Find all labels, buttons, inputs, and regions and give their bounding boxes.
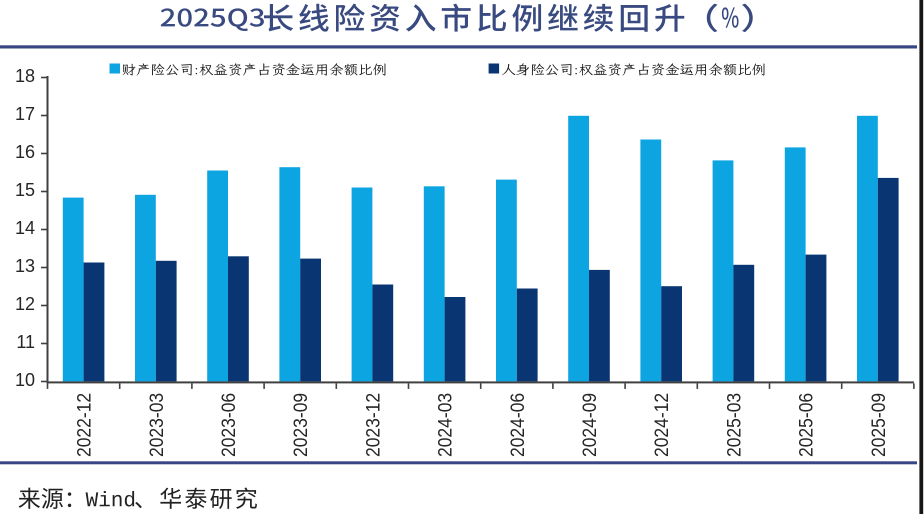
svg-text:13: 13 (15, 256, 35, 276)
svg-text:2023-03: 2023-03 (145, 393, 167, 457)
svg-text:12: 12 (15, 294, 35, 314)
svg-text:2024-03: 2024-03 (434, 393, 456, 457)
svg-text:2024-09: 2024-09 (578, 393, 600, 457)
svg-text:2022-12: 2022-12 (73, 393, 95, 457)
svg-text:14: 14 (15, 218, 35, 238)
svg-text:16: 16 (15, 142, 35, 162)
svg-text:2025-06: 2025-06 (795, 393, 817, 457)
svg-text:2025-03: 2025-03 (723, 393, 745, 457)
svg-text:2024-06: 2024-06 (506, 393, 528, 457)
svg-text:18: 18 (15, 66, 35, 86)
svg-text:2025-09: 2025-09 (867, 393, 889, 457)
svg-text:10: 10 (15, 370, 35, 390)
svg-text:2023-09: 2023-09 (290, 393, 312, 457)
svg-text:2023-06: 2023-06 (217, 393, 239, 457)
svg-text:17: 17 (15, 104, 35, 124)
svg-text:2024-12: 2024-12 (651, 393, 673, 457)
svg-text:15: 15 (15, 180, 35, 200)
svg-text:11: 11 (16, 332, 35, 352)
svg-text:2023-12: 2023-12 (362, 393, 384, 457)
